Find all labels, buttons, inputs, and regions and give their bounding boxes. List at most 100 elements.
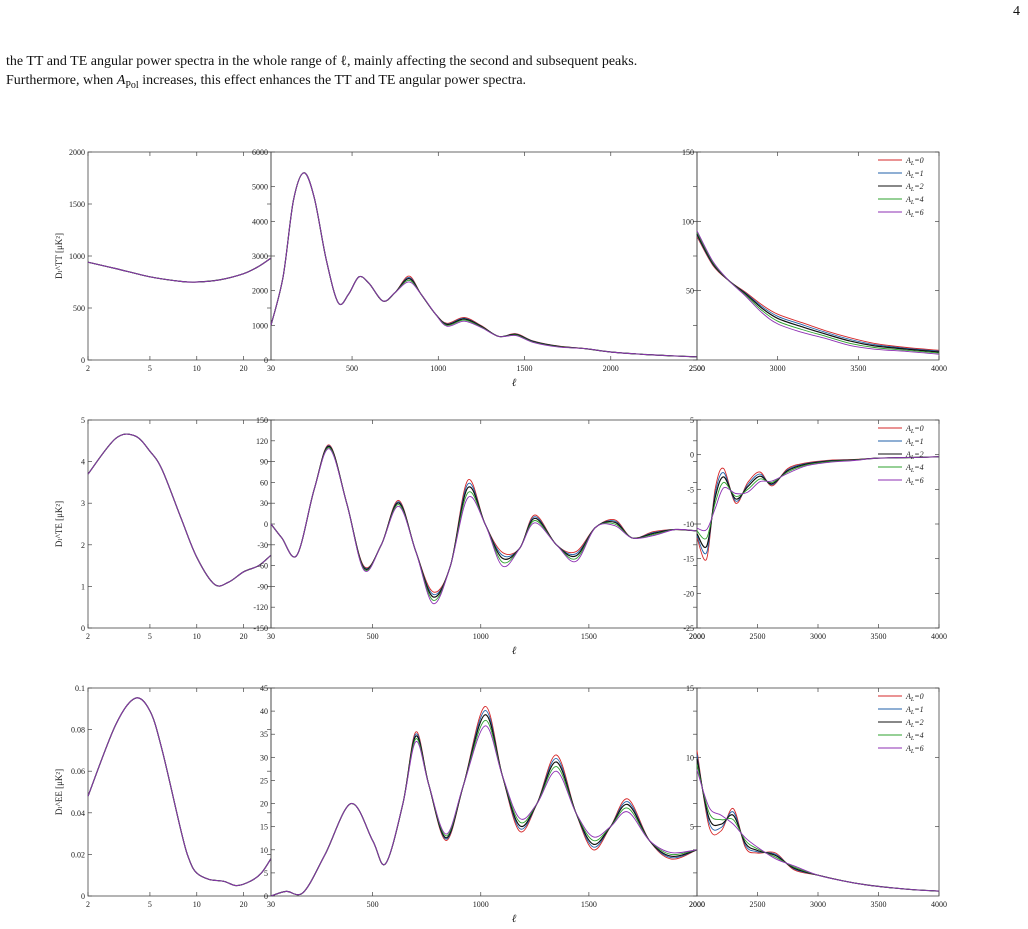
y-tick-label: 50 <box>686 287 694 296</box>
x-tick-label: 2500 <box>689 364 705 373</box>
panel-frame <box>87 419 272 629</box>
y-tick-label: -90 <box>257 582 268 591</box>
y-tick-label: 0.06 <box>71 767 85 776</box>
y-tick-label: 0.08 <box>71 726 85 735</box>
y-tick-label: 4000 <box>252 217 268 226</box>
x-tick-label: 1000 <box>473 632 489 641</box>
legend-entry: AL=6 <box>905 476 924 487</box>
x-tick-label: 20 <box>240 632 248 641</box>
x-tick-label: 30 <box>267 364 275 373</box>
paragraph-line-2-suffix: increases, this effect enhances the TT a… <box>138 73 527 88</box>
legend: AL=0 AL=1 AL=2 AL=4 AL=6 <box>878 156 924 219</box>
y-tick-label: -25 <box>683 624 694 633</box>
y-tick-label: 1500 <box>69 200 85 209</box>
y-tick-label: 0 <box>264 356 268 365</box>
y-tick-label: 2000 <box>252 287 268 296</box>
y-tick-label: 0.04 <box>71 809 85 818</box>
panel-ee-1: 2 5 10 20 3000.020.040.060.080.1 <box>71 684 275 909</box>
series-line-al-4 <box>696 764 940 892</box>
x-tick-label: 2000 <box>689 900 705 909</box>
series-line-al-1 <box>696 456 940 555</box>
y-tick-label: 10 <box>260 846 268 855</box>
y-tick-label: 2000 <box>69 148 85 157</box>
series-line-al-6 <box>87 433 272 587</box>
chart-ee: 2 5 10 20 3000.020.040.060.080.1500 1000 1500 2… <box>54 684 947 925</box>
y-tick-label: 100 <box>682 217 694 226</box>
y-tick-label: 150 <box>256 416 268 425</box>
series-line-al-4 <box>270 447 698 601</box>
x-tick-label: 30 <box>267 900 275 909</box>
legend-entry: AL=4 <box>905 195 924 206</box>
series-line-al-1 <box>270 445 698 596</box>
series-line-al-0 <box>696 750 940 892</box>
series-line-al-1 <box>696 754 940 892</box>
panel-frame <box>696 419 940 629</box>
y-tick-label: -150 <box>253 624 268 633</box>
series-line-al-4 <box>87 433 272 587</box>
y-tick-label: 1000 <box>252 321 268 330</box>
y-tick-label: 6000 <box>252 148 268 157</box>
y-tick-label: -20 <box>683 589 694 598</box>
panel-frame <box>270 419 698 629</box>
legend-entry: AL=4 <box>905 731 924 742</box>
y-axis-label: Dₗ^EE [μK²] <box>54 769 64 815</box>
x-tick-label: 3500 <box>850 364 866 373</box>
y-tick-label: 30 <box>260 753 268 762</box>
paragraph-line-2-prefix: Furthermore, when <box>6 73 117 88</box>
y-axis-label: Dₗ^TE [μK²] <box>54 501 64 547</box>
y-tick-label: 5 <box>690 823 694 832</box>
legend-entry: AL=4 <box>905 463 924 474</box>
x-tick-label: 3000 <box>770 364 786 373</box>
y-tick-label: 0 <box>81 624 85 633</box>
legend-entry: AL=1 <box>905 705 924 716</box>
x-tick-label: 10 <box>193 632 201 641</box>
x-tick-label: 2000 <box>603 364 619 373</box>
y-tick-label: 20 <box>260 800 268 809</box>
x-tick-label: 5 <box>148 900 152 909</box>
series-line-al-1 <box>270 710 698 897</box>
panel-frame <box>87 151 272 361</box>
y-tick-label: 4 <box>81 458 85 467</box>
series-line-al-2 <box>270 446 698 598</box>
page-number: 4 <box>1013 4 1020 19</box>
x-tick-label: 10 <box>193 900 201 909</box>
legend-entry: AL=0 <box>905 156 924 167</box>
y-tick-label: 1000 <box>69 252 85 261</box>
series-line-al-0 <box>270 444 698 593</box>
series-line-al-4 <box>696 232 940 354</box>
x-tick-label: 1500 <box>581 900 597 909</box>
a-pol-subscript: Pol <box>125 79 139 91</box>
x-tick-label: 5 <box>148 632 152 641</box>
y-tick-label: -5 <box>687 485 694 494</box>
x-tick-label: 2 <box>86 632 90 641</box>
series-line-al-0 <box>87 257 272 283</box>
y-axis-label: Dₗ^TT [μK²] <box>54 233 64 279</box>
y-tick-label: -120 <box>253 603 268 612</box>
x-tick-label: 500 <box>367 900 379 909</box>
y-tick-label: 5 <box>264 869 268 878</box>
series-line-al-6 <box>696 769 940 892</box>
y-tick-label: 0 <box>264 892 268 901</box>
series-line-al-2 <box>696 456 940 549</box>
y-tick-label: 3000 <box>252 252 268 261</box>
x-tick-label: 2 <box>86 364 90 373</box>
x-tick-label: 3000 <box>810 632 826 641</box>
y-tick-label: 5000 <box>252 183 268 192</box>
x-tick-label: 4000 <box>931 632 947 641</box>
legend: AL=0 AL=1 AL=2 AL=4 AL=6 <box>878 424 924 487</box>
x-tick-label: 20 <box>240 900 248 909</box>
panel-ee-2: 500 1000 1500 2000 0 5 10 15 20 25 30 35 40 45 <box>260 684 705 909</box>
y-tick-label: 0.02 <box>71 850 85 859</box>
y-tick-label: 15 <box>686 684 694 693</box>
y-tick-label: 120 <box>256 437 268 446</box>
x-tick-label: 3500 <box>871 632 887 641</box>
panel-te-1: 2 5 10 20 30 0 1 2 3 4 5 <box>81 416 275 641</box>
series-line-al-6 <box>87 697 272 887</box>
a-pol-symbol: A <box>116 73 126 88</box>
x-tick-label: 4000 <box>931 364 947 373</box>
series-line-al-6 <box>270 172 698 358</box>
series-line-al-2 <box>696 758 940 892</box>
series-line-al-0 <box>87 433 272 587</box>
y-tick-label: 10 <box>686 753 694 762</box>
x-tick-label: 30 <box>267 632 275 641</box>
